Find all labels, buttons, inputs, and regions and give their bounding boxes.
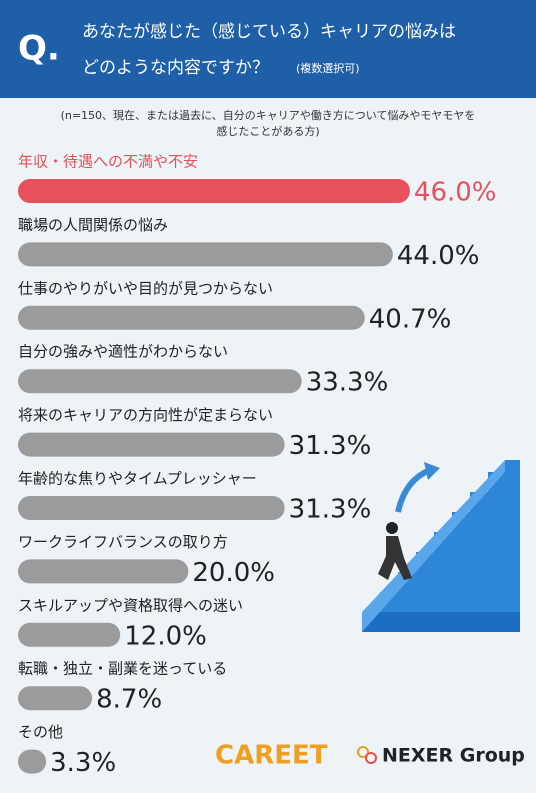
bar [18,432,285,457]
bar [18,496,285,520]
bar [18,622,121,647]
value-label: 31.3% [289,495,372,525]
title-line: どのような内容ですか？ [82,58,269,78]
category-label: ワークライフバランスの取り方 [18,533,228,551]
category-label: その他 [18,723,63,741]
header-band [0,0,536,98]
value-label: 40.7% [369,304,452,334]
value-label: 12.0% [124,621,207,651]
category-label: 仕事のやりがいや目的が見つからない [18,279,273,297]
q-mark: Q. [18,29,60,69]
subtitle: 感じたことがある方) [216,124,319,138]
bar [18,242,393,267]
value-label: 8.7% [96,685,162,715]
category-label: 年齢的な焦りやタイムプレッシャー [18,470,257,488]
value-label: 46.0% [414,178,497,208]
bar [18,369,302,394]
category-label: 将来のキャリアの方向性が定まらない [18,406,273,424]
category-label: 自分の強みや適性がわからない [18,343,228,361]
nexer-logo-mark [365,752,377,764]
bar [18,686,93,711]
bar [18,749,47,774]
nexer-logo-mark [357,746,369,758]
value-label: 33.3% [306,368,389,398]
category-label: スキルアップや資格取得への迷い [18,596,243,614]
category-label: 転職・独立・副業を迷っている [18,660,227,678]
value-label: 3.3% [50,748,116,778]
bar [18,305,365,330]
value-label: 20.0% [192,558,275,588]
title-line: あなたが感じた（感じている）キャリアの悩みは [82,22,456,42]
category-label: 職場の人間関係の悩み [18,216,168,234]
staircase-illustration [362,460,520,632]
bar [18,559,189,584]
value-label: 31.3% [289,431,372,461]
careet-logo: CAREET [215,741,328,771]
bar [18,179,410,203]
nexer-logo: NEXER Group [382,745,525,767]
subtitle: (n=150、現在、または過去に、自分のキャリアや働き方について悩みやモヤモヤを [61,108,476,122]
title-note: (複数選択可) [296,61,360,75]
category-label: 年収・待遇への不満や不安 [18,153,198,171]
value-label: 44.0% [397,241,480,271]
